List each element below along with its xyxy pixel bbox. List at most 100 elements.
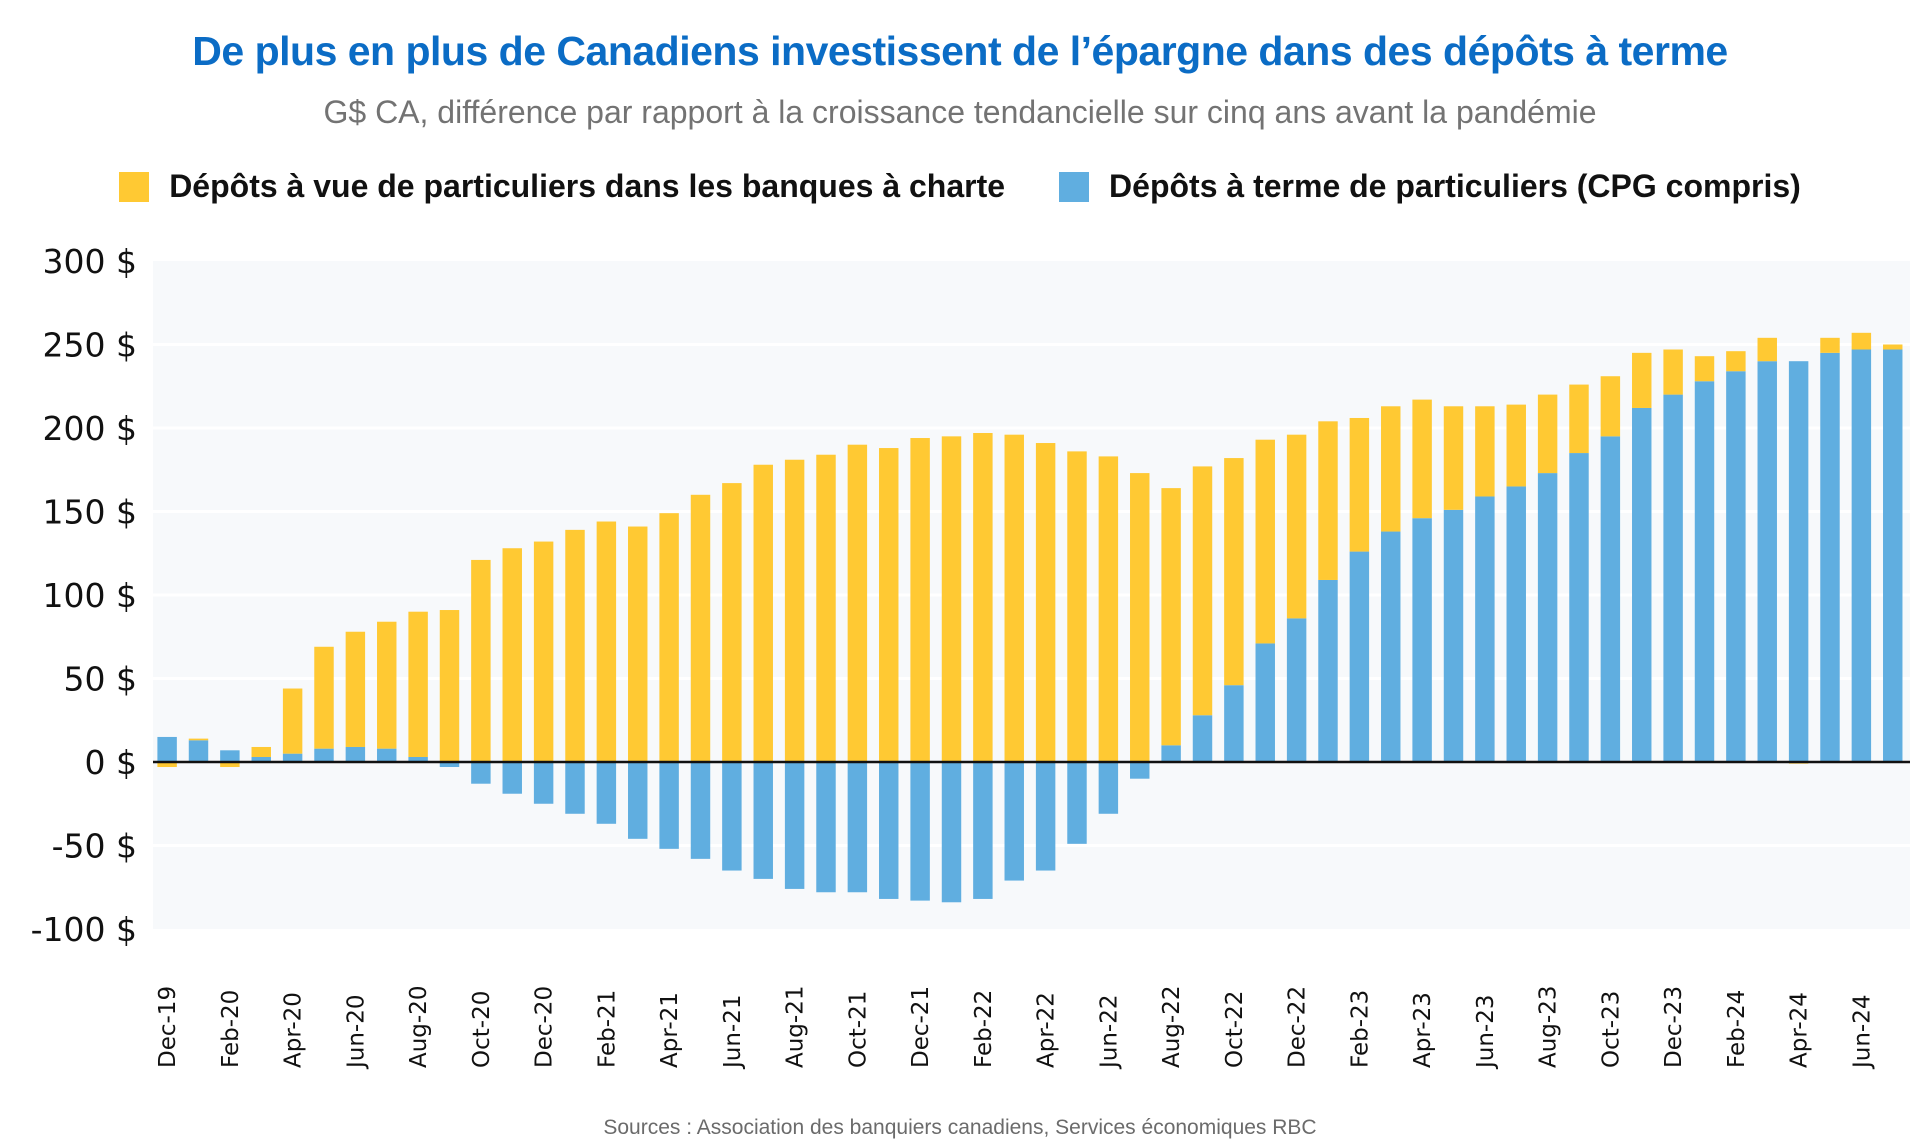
bar-demand-deposits	[533, 541, 554, 762]
x-tick-label: Apr-24	[1787, 992, 1813, 1068]
bar-term-deposits	[910, 762, 930, 901]
bar-demand-deposits	[753, 464, 773, 762]
x-tick-label: Oct-21	[845, 991, 871, 1068]
source-note: Sources : Association des banquiers cana…	[603, 1116, 1317, 1139]
bar-demand-deposits	[1600, 376, 1621, 437]
bar-demand-deposits	[1694, 356, 1715, 382]
bar-term-deposits	[941, 762, 962, 903]
bar-demand-deposits	[596, 521, 617, 762]
bar-term-deposits	[1098, 762, 1119, 814]
legend-item-term-deposits: Dépôts à terme de particuliers (CPG comp…	[1059, 168, 1801, 205]
x-tick-label: Jun-20	[343, 994, 369, 1070]
bar-term-deposits	[1130, 762, 1150, 779]
x-tick-label: Apr-22	[1034, 992, 1060, 1068]
x-tick-label: Aug-20	[406, 986, 432, 1068]
x-tick-label: Oct-23	[1598, 991, 1624, 1068]
bar-demand-deposits	[1569, 384, 1589, 454]
x-tick-label: Jun-22	[1096, 994, 1122, 1070]
x-tick-label: Jun-21	[720, 994, 746, 1070]
bar-demand-deposits	[1663, 349, 1683, 395]
bars	[157, 332, 1903, 903]
bar-demand-deposits	[157, 762, 177, 768]
bar-term-deposits	[1161, 745, 1181, 762]
bar-term-deposits	[1443, 509, 1464, 762]
bar-term-deposits	[314, 748, 334, 762]
bar-term-deposits	[345, 746, 366, 762]
legend-label-term-deposits: Dépôts à terme de particuliers (CPG comp…	[1109, 168, 1801, 204]
bar-demand-deposits	[1475, 406, 1495, 497]
x-tick-label: Aug-23	[1536, 986, 1562, 1068]
y-tick-label: 100 $	[43, 576, 137, 615]
bar-term-deposits	[1537, 473, 1558, 762]
bar-term-deposits	[1569, 453, 1589, 762]
bar-demand-deposits	[439, 610, 460, 762]
legend-swatch-term-deposits	[1059, 171, 1090, 202]
bar-term-deposits	[1694, 381, 1715, 762]
bar-demand-deposits	[1098, 456, 1119, 762]
bar-term-deposits	[847, 762, 868, 893]
legend-label-demand-deposits: Dépôts à vue de particuliers dans les ba…	[169, 168, 1006, 204]
bar-demand-deposits	[847, 444, 868, 762]
bar-demand-deposits	[282, 688, 303, 754]
bar-term-deposits	[628, 762, 648, 839]
bar-term-deposits	[722, 762, 742, 871]
bar-demand-deposits	[1004, 434, 1024, 762]
bar-term-deposits	[1663, 394, 1683, 762]
bar-demand-deposits	[879, 448, 899, 762]
legend: Dépôts à vue de particuliers dans les ba…	[0, 168, 1920, 205]
x-tick-label: Jun-23	[1473, 994, 1499, 1070]
x-tick-label: Dec-21	[908, 986, 934, 1068]
bar-demand-deposits	[1537, 394, 1558, 474]
bar-demand-deposits	[314, 646, 334, 749]
x-tick-label: Feb-21	[594, 990, 620, 1068]
bar-term-deposits	[439, 762, 460, 768]
legend-item-demand-deposits: Dépôts à vue de particuliers dans les ba…	[119, 168, 1005, 205]
bar-demand-deposits	[1381, 406, 1401, 532]
y-axis: 300 $ 250 $ 200 $ 150 $ 100 $ 50 $ 0 $ -50 $ -10…	[31, 242, 137, 949]
bar-term-deposits	[1820, 352, 1840, 762]
bar-term-deposits	[879, 762, 899, 899]
y-tick-label: 300 $	[43, 242, 137, 281]
bar-term-deposits	[784, 762, 805, 889]
bar-term-deposits	[1318, 579, 1338, 762]
bar-demand-deposits	[659, 513, 679, 762]
y-tick-label: -50 $	[52, 827, 137, 866]
bar-demand-deposits	[1349, 417, 1370, 552]
bar-term-deposits	[408, 756, 428, 762]
bar-demand-deposits	[1851, 332, 1872, 350]
x-tick-label: Apr-23	[1410, 992, 1436, 1068]
bar-term-deposits	[1192, 715, 1213, 762]
bar-term-deposits	[753, 762, 773, 879]
bar-term-deposits	[1757, 361, 1777, 762]
bar-demand-deposits	[1726, 351, 1746, 372]
chart-title: De plus en plus de Canadiens investissen…	[192, 28, 1728, 74]
bar-demand-deposits	[1318, 421, 1338, 580]
bar-term-deposits	[659, 762, 679, 849]
bar-term-deposits	[1035, 762, 1056, 871]
bar-demand-deposits	[1255, 439, 1275, 644]
x-tick-label: Feb-24	[1724, 990, 1750, 1068]
bar-demand-deposits	[1506, 404, 1526, 487]
x-tick-label: Oct-22	[1222, 991, 1248, 1068]
bar-term-deposits	[1067, 762, 1087, 844]
bar-demand-deposits	[1757, 337, 1777, 362]
x-tick-label: Aug-22	[1159, 986, 1185, 1068]
bar-term-deposits	[690, 762, 711, 859]
bar-demand-deposits	[1412, 399, 1432, 519]
bar-demand-deposits	[1632, 352, 1652, 408]
bar-demand-deposits	[1883, 344, 1903, 350]
bar-demand-deposits	[1820, 337, 1840, 353]
bar-term-deposits	[596, 762, 617, 824]
bar-demand-deposits	[1035, 443, 1056, 762]
x-tick-label: Feb-22	[971, 990, 997, 1068]
bar-term-deposits	[816, 762, 836, 893]
chart-subtitle: G$ CA, différence par rapport à la crois…	[323, 94, 1597, 130]
x-axis: Dec-19 Feb-20 Apr-20 Jun-20 Aug-20 Oct-20 Dec-…	[155, 986, 1875, 1070]
bar-term-deposits	[1600, 436, 1621, 762]
x-tick-label: Apr-20	[281, 992, 307, 1068]
bar-term-deposits	[471, 762, 491, 784]
y-tick-label: 150 $	[43, 493, 137, 532]
x-tick-label: Feb-23	[1347, 990, 1373, 1068]
bar-demand-deposits	[188, 738, 209, 741]
